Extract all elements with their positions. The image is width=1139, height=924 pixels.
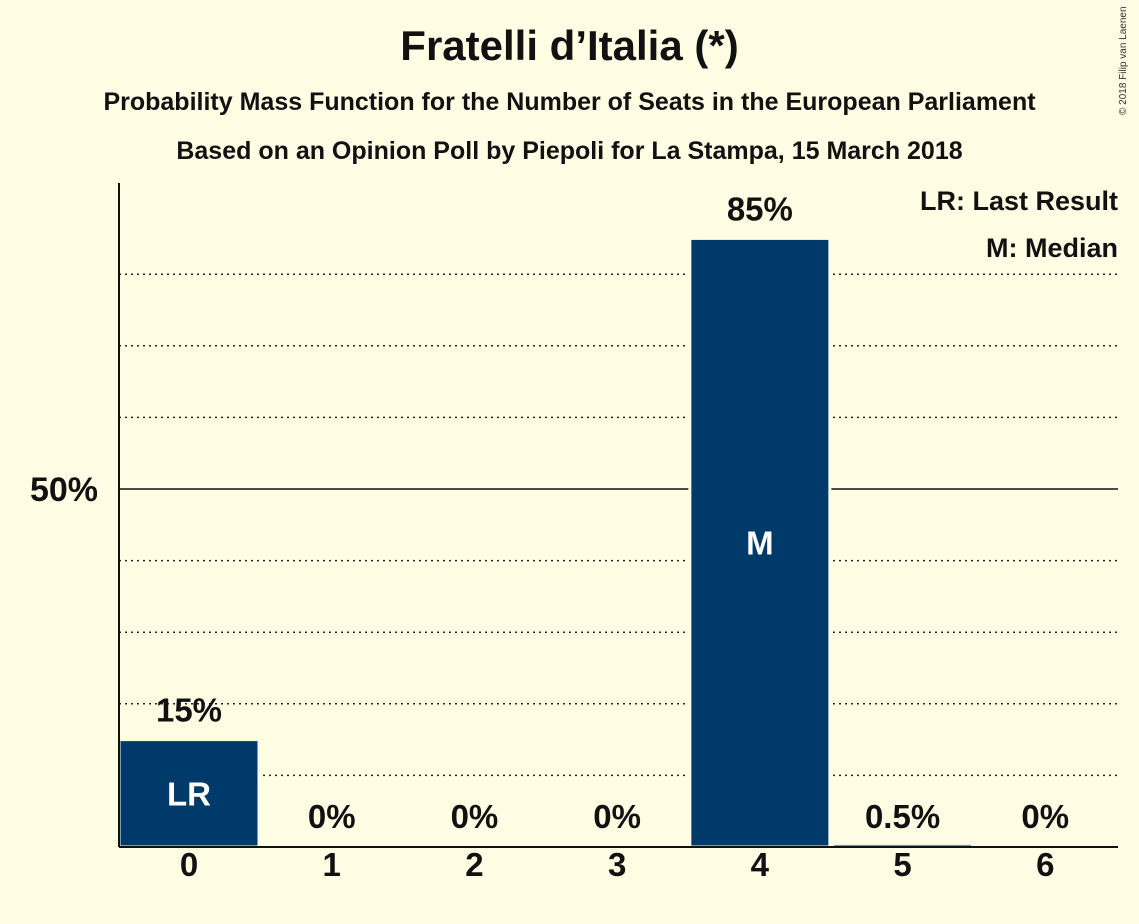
x-tick-label: 4 xyxy=(751,846,770,883)
x-tick-label: 5 xyxy=(893,846,911,883)
bar-value-label: 85% xyxy=(727,190,793,227)
bar-value-label: 0% xyxy=(1021,798,1069,835)
bar-value-label: 0.5% xyxy=(865,798,940,835)
chart-subtitle-poll: Based on an Opinion Poll by Piepoli for … xyxy=(176,137,963,165)
x-tick-label: 2 xyxy=(465,846,483,883)
chart-title: Fratelli d’Italia (*) xyxy=(400,22,739,69)
bar-marker-label: LR xyxy=(167,775,211,812)
bar-value-label: 0% xyxy=(451,798,499,835)
bar-value-label: 15% xyxy=(156,692,222,729)
x-tick-label: 1 xyxy=(323,846,341,883)
bar xyxy=(688,236,832,849)
x-tick-label: 0 xyxy=(180,846,198,883)
bar-value-label: 0% xyxy=(593,798,641,835)
y-tick-label: 50% xyxy=(30,471,98,509)
x-tick-label: 3 xyxy=(608,846,626,883)
bar-marker-label: M xyxy=(746,525,774,562)
chart-subtitle: Probability Mass Function for the Number… xyxy=(103,88,1036,116)
legend-entry: M: Median xyxy=(986,233,1118,263)
x-tick-label: 6 xyxy=(1036,846,1054,883)
bar-value-label: 0% xyxy=(308,798,356,835)
legend-entry: LR: Last Result xyxy=(920,186,1118,216)
